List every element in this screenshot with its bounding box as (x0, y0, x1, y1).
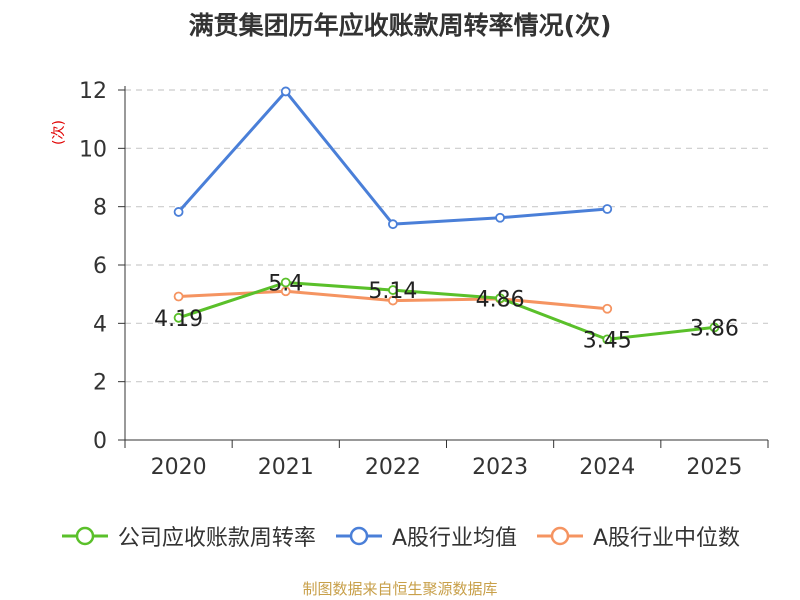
series-line-0 (178, 281, 715, 341)
line-chart: 0 2 4 6 8 10 12 2020 2021 2022 2023 2024 2025 4.19 5.4… (79, 79, 769, 480)
y-tick-label-10: 10 (79, 137, 107, 162)
series-1 (173, 86, 613, 230)
y-tick-label-6: 6 (93, 254, 107, 279)
series-0-point-2022 (388, 285, 398, 295)
y-tick-label-12: 12 (79, 79, 107, 104)
y-tick-label-2: 2 (93, 371, 107, 396)
series-2-point-2024 (602, 303, 613, 314)
x-tick-label-2025: 2025 (686, 455, 742, 480)
series-1-point-2021 (280, 86, 291, 97)
x-tick-label-2022: 2022 (365, 455, 421, 480)
series-0-point-2021 (280, 277, 291, 288)
series-1-point-2023 (495, 212, 505, 223)
series-1-point-2024 (602, 204, 613, 214)
data-label-2021: 5.4 (268, 272, 303, 297)
legend-label-company: 公司应收账款周转率 (117, 526, 316, 551)
series-0 (173, 277, 720, 345)
y-tick-label-4: 4 (93, 312, 107, 337)
series-2-point-2020 (173, 291, 184, 302)
legend-label-industry-median: A股行业中位数 (593, 526, 741, 551)
legend: 公司应收账款周转率 A股行业均值 A股行业中位数 (0, 518, 800, 554)
legend-item-industry-median[interactable]: A股行业中位数 (535, 520, 740, 552)
chart-title: 满贯集团历年应收账款周转率情况(次) (188, 11, 612, 40)
legend-marker-industry-mean (335, 526, 382, 546)
x-tick-label-2023: 2023 (472, 455, 528, 480)
data-label-2020: 4.19 (154, 307, 203, 332)
series-1-point-2022 (388, 219, 398, 230)
series-0-point-2024 (602, 334, 613, 345)
data-label-2025: 3.86 (690, 316, 739, 341)
x-tick-label-2024: 2024 (579, 455, 635, 480)
x-tick-label-2020: 2020 (151, 455, 207, 480)
data-label-2024: 3.45 (583, 328, 632, 353)
series-line-1 (177, 89, 608, 226)
series-0-point-2023 (495, 293, 505, 304)
data-label-2023: 4.86 (476, 287, 525, 312)
series-0-point-2025 (709, 322, 720, 333)
series-2-point-2022 (388, 295, 398, 306)
x-tick-label-2021: 2021 (258, 455, 314, 480)
legend-item-company[interactable]: 公司应收账款周转率 (60, 520, 316, 552)
data-source-note: 制图数据来自恒生聚源数据库 (302, 580, 498, 598)
y-tick-label-8: 8 (93, 196, 107, 221)
legend-item-industry-mean[interactable]: A股行业均值 (334, 520, 517, 552)
data-label-2022: 5.14 (368, 279, 417, 304)
series-1-point-2020 (173, 207, 184, 217)
legend-label-industry-mean: A股行业均值 (391, 526, 517, 551)
y-tick-label-0: 0 (93, 429, 107, 454)
legend-marker-company (61, 526, 108, 546)
series-0-point-2020 (173, 312, 184, 323)
legend-marker-industry-median (537, 526, 583, 546)
